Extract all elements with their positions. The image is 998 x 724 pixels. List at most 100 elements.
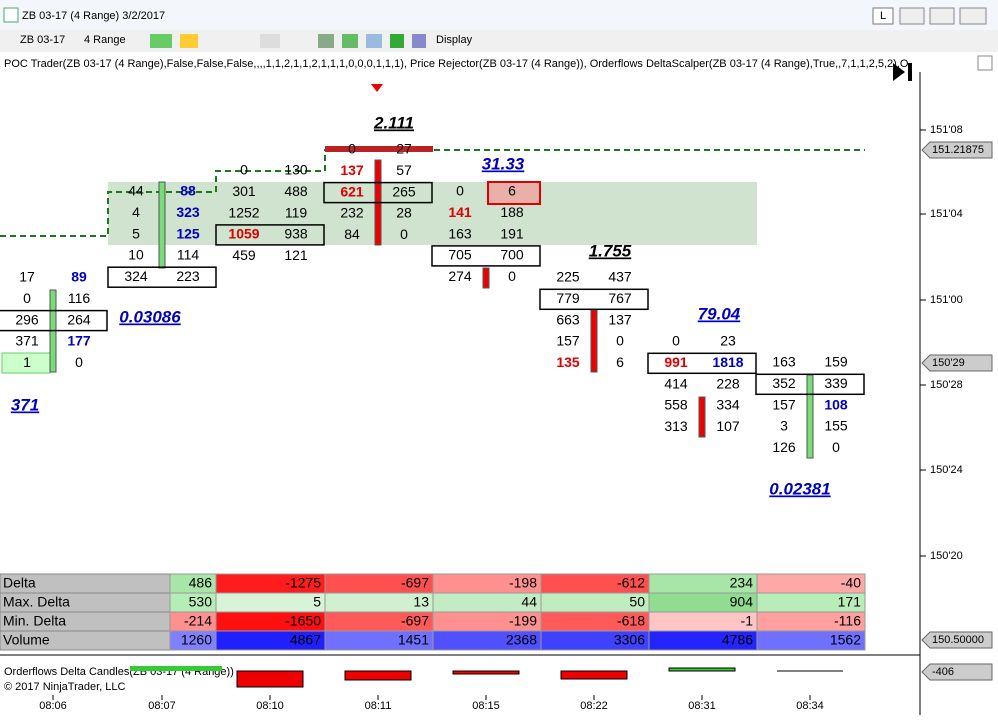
poc-box (431, 245, 541, 267)
bid-volume: 163 (448, 225, 472, 241)
poc-box (539, 288, 649, 311)
draw-button[interactable] (180, 34, 198, 48)
ask-volume: 0 (75, 354, 83, 370)
candle (590, 309, 598, 373)
indicator-list: POC Trader(ZB 03-17 (4 Range),False,Fals… (4, 58, 909, 70)
price-label: 151'04 (930, 208, 963, 220)
stats-value: -1275 (285, 575, 321, 591)
ask-volume: 767 (608, 290, 632, 306)
annotation: 31.33 (482, 154, 525, 173)
price-marker-label: 150.50000 (932, 634, 984, 646)
ask-volume: 188 (500, 204, 524, 220)
display-menu[interactable]: Display (436, 34, 473, 46)
tool-button[interactable] (366, 34, 382, 48)
close-button[interactable] (959, 7, 987, 25)
bid-volume: 663 (556, 311, 580, 327)
stats-label: Delta (3, 575, 36, 591)
bar-type-button[interactable] (150, 34, 172, 48)
ask-volume: 114 (177, 247, 200, 263)
tool-button[interactable] (318, 34, 334, 48)
bid-volume: 135 (556, 354, 580, 370)
ask-volume: 116 (68, 290, 91, 306)
bid-volume: 5 (132, 225, 140, 241)
cursor-button[interactable] (260, 34, 280, 48)
bid-volume: 0 (348, 141, 356, 157)
tool-button[interactable] (412, 34, 426, 48)
stats-value: -198 (509, 575, 537, 591)
stats-value: -697 (401, 613, 429, 629)
ask-volume: 88 (180, 183, 196, 199)
tool-button[interactable] (342, 34, 358, 48)
stats-value: 530 (189, 594, 213, 610)
delta-candle (130, 666, 222, 671)
bid-volume: 1252 (228, 204, 259, 220)
bid-volume: 157 (556, 333, 580, 349)
ask-volume: 488 (284, 183, 308, 199)
interval-menu[interactable]: 4 Range (84, 34, 126, 46)
app-icon (3, 7, 19, 23)
price-marker (921, 354, 993, 372)
time-label: 08:31 (688, 700, 716, 712)
bid-volume: 84 (344, 226, 360, 242)
time-label: 08:10 (256, 700, 284, 712)
stats-value: 234 (730, 575, 754, 591)
copyright: © 2017 NinjaTrader, LLC (4, 681, 125, 693)
bid-volume: 0 (23, 290, 31, 306)
stats-value: 4867 (290, 632, 321, 648)
bid-volume: 232 (340, 205, 364, 221)
play-icon[interactable] (893, 63, 912, 81)
price-label: 151'08 (930, 124, 963, 136)
bid-volume: 0 (240, 162, 248, 178)
bid-volume: 313 (664, 418, 688, 434)
bid-volume: 301 (232, 183, 256, 199)
ask-volume: 6 (616, 354, 624, 370)
price-marker (921, 631, 993, 649)
bid-volume: 324 (124, 268, 148, 284)
price-label: 150'24 (930, 464, 963, 476)
window-title: ZB 03-17 (4 Range) 3/2/2017 (22, 10, 165, 22)
f-button[interactable] (977, 55, 993, 71)
maximize-button[interactable] (929, 7, 955, 25)
poc-box (0, 309, 108, 332)
minimize-button[interactable] (899, 7, 925, 25)
ask-volume: 0 (832, 439, 840, 455)
tool-button[interactable] (390, 34, 404, 48)
stats-value: 171 (838, 594, 862, 610)
bid-volume: 126 (772, 439, 796, 455)
bid-volume: 17 (19, 269, 35, 285)
stats-value: -618 (617, 613, 645, 629)
link-button[interactable] (872, 7, 894, 25)
instrument-menu[interactable]: ZB 03-17 (20, 34, 65, 46)
price-marker (921, 141, 993, 159)
ask-volume: 125 (176, 225, 200, 241)
annotation: 1.755 (589, 241, 632, 260)
bid-volume: 4 (132, 204, 140, 220)
stats-value: 4786 (722, 632, 753, 648)
stats-value: 904 (730, 594, 754, 610)
ask-volume: 155 (824, 418, 848, 434)
ask-volume: 159 (824, 354, 848, 370)
ask-volume: 28 (396, 205, 412, 221)
stats-value: -199 (509, 613, 537, 629)
annotation: 2.111 (373, 113, 414, 132)
ask-volume: 0 (400, 226, 408, 242)
stats-label: Volume (3, 632, 50, 648)
time-label: 08:34 (796, 700, 824, 712)
time-label: 08:07 (148, 700, 176, 712)
ask-volume: 228 (716, 375, 740, 391)
stats-value: -1 (741, 613, 754, 629)
candle (482, 267, 490, 289)
ask-volume: 107 (716, 418, 740, 434)
poc-box (647, 352, 757, 375)
stats-value: 1260 (181, 632, 212, 648)
ask-volume: 700 (500, 247, 524, 263)
ask-volume: 108 (824, 396, 848, 412)
stats-value: -612 (617, 575, 645, 591)
time-label: 08:11 (365, 700, 392, 712)
bid-volume: 621 (340, 183, 364, 199)
time-label: 08:06 (39, 700, 67, 712)
ask-volume: 23 (720, 333, 736, 349)
poc-box (755, 373, 865, 396)
bid-volume: 274 (448, 268, 472, 284)
ask-volume: 57 (396, 162, 412, 178)
